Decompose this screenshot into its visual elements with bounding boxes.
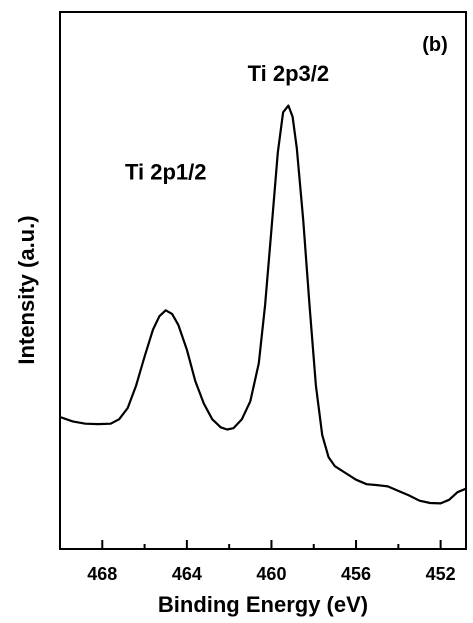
plot-frame [59,11,467,550]
peak-annotations: Ti 2p1/2 Ti 2p3/2 [125,61,329,185]
panel-label: (b) [422,34,448,56]
y-axis-label: Intensity (a.u.) [14,215,39,364]
x-tick-label: 464 [172,564,202,584]
peak-annotation: Ti 2p1/2 [125,160,207,185]
spectrum-line [59,104,467,505]
x-tick-label: 452 [426,564,456,584]
peak-annotation: Ti 2p3/2 [248,61,330,86]
x-axis-ticks: 468 464 460 456 452 [59,540,456,584]
x-tick-label: 468 [87,564,117,584]
x-tick-label: 460 [256,564,286,584]
x-tick-label: 456 [341,564,371,584]
x-axis-label: Binding Energy (eV) [158,592,368,617]
